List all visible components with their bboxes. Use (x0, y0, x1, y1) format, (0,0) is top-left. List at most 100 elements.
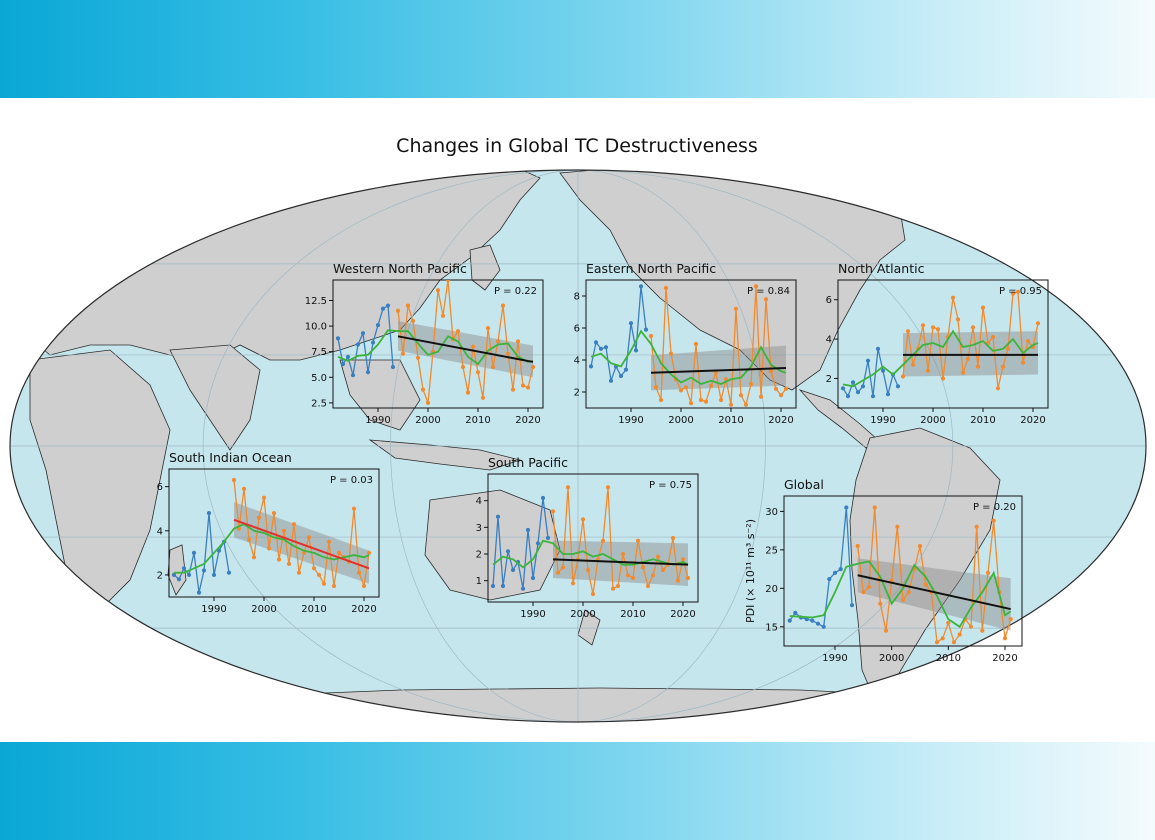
data-point-early (370, 340, 376, 345)
data-point-early (365, 370, 371, 375)
data-point-late (866, 584, 872, 589)
data-point-late (495, 339, 501, 344)
panel-frame (837, 279, 1049, 409)
y-tick-label: 15 (765, 622, 778, 633)
data-point-late (600, 538, 606, 543)
plot-area (588, 284, 789, 407)
data-point-early (490, 583, 496, 589)
data-point-early (638, 284, 644, 289)
data-point-late (465, 390, 471, 395)
y-tick-label: 1 (476, 576, 482, 587)
data-point-late (635, 538, 641, 543)
data-point-late (500, 303, 506, 308)
y-tick-label: 4 (476, 496, 482, 507)
data-point-late (708, 383, 714, 388)
data-point-late (266, 546, 272, 551)
data-point-late (1008, 617, 1013, 622)
data-point-late (957, 632, 962, 637)
data-point-late (251, 555, 257, 560)
data-point-late (663, 285, 669, 291)
data-point-late (316, 572, 322, 577)
data-point-early (385, 303, 391, 308)
data-point-early (643, 327, 649, 332)
data-point-early (196, 590, 202, 595)
data-point-early (793, 610, 798, 616)
data-point-late (855, 543, 860, 549)
data-point-late (241, 486, 247, 491)
data-point-late (580, 517, 586, 522)
land-greenland (947, 170, 1031, 211)
data-point-late (331, 583, 337, 589)
plot-area (490, 485, 691, 597)
data-point-early (838, 567, 843, 572)
data-point-early (885, 392, 891, 397)
land-masses (19, 170, 1031, 722)
panel-frame (487, 473, 699, 603)
data-point-late (550, 509, 556, 514)
trend-line (552, 558, 689, 566)
data-point-late (475, 370, 481, 375)
data-point-late (361, 583, 367, 589)
data-point-late (991, 518, 996, 523)
x-tick-label: 2000 (879, 653, 904, 664)
data-point-late (713, 370, 719, 375)
data-point-late (968, 624, 974, 629)
x-tick-label: 2000 (570, 609, 595, 620)
data-point-late (950, 295, 956, 300)
data-point-late (405, 303, 411, 308)
x-tick-label: 2010 (620, 609, 645, 620)
y-tick-label: 4 (574, 356, 580, 367)
data-point-late (555, 570, 561, 575)
data-point-late (910, 362, 916, 367)
data-point-late (900, 597, 906, 602)
data-point-late (420, 387, 426, 392)
data-point-late (693, 341, 699, 347)
series-line-early (842, 348, 899, 398)
data-point-late (778, 393, 784, 398)
x-tick-label: 1990 (520, 609, 545, 620)
data-point-early (535, 541, 541, 546)
x-tick-label: 1990 (870, 415, 895, 426)
data-point-late (620, 551, 626, 557)
data-point-late (680, 557, 686, 562)
data-point-late (645, 583, 651, 589)
trend-line (650, 367, 787, 374)
series-line-late (902, 290, 1039, 389)
data-point-late (485, 326, 491, 331)
data-point-late (655, 554, 661, 559)
data-point-early (380, 306, 386, 311)
series-line-late (857, 507, 1012, 644)
data-point-late (351, 506, 357, 511)
data-point-early (505, 549, 511, 554)
data-point-late (231, 477, 237, 483)
data-point-late (872, 505, 877, 510)
y-tick-label: 20 (765, 584, 778, 595)
data-point-late (246, 537, 252, 542)
data-point-late (435, 288, 441, 293)
data-point-late (460, 364, 466, 370)
data-point-early (850, 380, 856, 385)
land-africa (29, 349, 171, 611)
confidence-band (234, 502, 369, 584)
y-tick-label: 30 (765, 507, 778, 518)
data-point-early (186, 572, 192, 577)
panel-title: South Pacific (488, 455, 568, 470)
series-line-smooth (842, 329, 1039, 388)
data-point-late (505, 351, 511, 356)
data-point-late (605, 485, 611, 490)
panel-eastern-north-pacific: Eastern North Pacific P = 0.84 1990 2000 201… (574, 261, 797, 426)
data-point-late (768, 369, 774, 374)
data-point-late (905, 329, 911, 334)
plot-area (840, 289, 1041, 399)
data-point-late (940, 376, 946, 381)
data-point-late (625, 573, 631, 578)
data-point-late (286, 561, 292, 566)
plot-area (171, 477, 372, 595)
data-point-late (490, 364, 496, 370)
data-point-early (895, 384, 901, 389)
x-tick-label: 1990 (618, 415, 643, 426)
data-point-late (291, 522, 297, 527)
data-point-late (733, 306, 739, 311)
data-point-late (1010, 291, 1016, 296)
